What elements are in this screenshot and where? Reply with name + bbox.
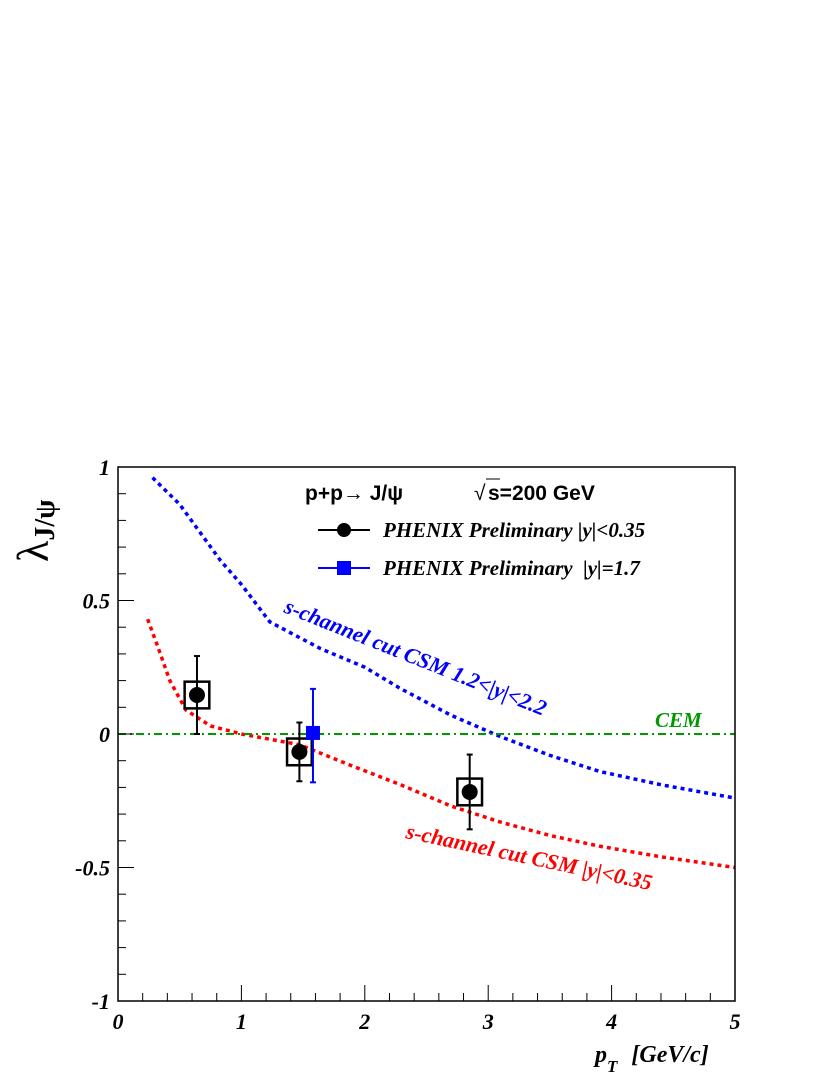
x-tick-label: 1 (236, 1009, 247, 1034)
x-tick-label: 0 (113, 1009, 124, 1034)
data-point (305, 725, 320, 740)
legend-square-marker (337, 561, 351, 575)
curve-label-blue: s-channel cut CSM 1.2<|y|<2.2 (280, 593, 550, 721)
y-tick-label: -0.5 (75, 856, 110, 881)
data-point (291, 743, 308, 760)
y-tick-label: -1 (92, 989, 110, 1014)
y-tick-label: 0.5 (83, 589, 111, 614)
header-process: p+p→ J/ψ (305, 482, 403, 505)
systematic-box (456, 777, 484, 807)
systematic-box (183, 680, 211, 710)
legend-entry-1: PHENIX Preliminary |y|=1.7 (382, 556, 641, 580)
curve-label-red: s-channel cut CSM |y|<0.35 (403, 818, 655, 895)
curve-label-cem: CEM (655, 708, 703, 732)
legend-circle-marker (337, 523, 351, 537)
legend: PHENIX Preliminary |y|<0.35 PHENIX Preli… (318, 518, 645, 580)
x-tick-label: 4 (605, 1009, 617, 1034)
data-point (188, 687, 205, 704)
x-axis-label: pT [GeV/c] (593, 1042, 709, 1075)
y-tick-label: 0 (99, 722, 110, 747)
legend-entry-0: PHENIX Preliminary |y|<0.35 (382, 518, 645, 542)
ticks (117, 466, 736, 1002)
sqrt-icon: √ (474, 482, 486, 505)
x-tick-label: 2 (358, 1009, 370, 1034)
header-energy: s=200 GeV (488, 482, 595, 505)
points (183, 655, 484, 831)
data-point (461, 783, 478, 800)
systematic-box (285, 737, 313, 767)
curves (118, 476, 736, 870)
x-tick-label: 5 (730, 1009, 741, 1034)
y-axis-label: λJ/ψ (9, 500, 61, 562)
x-tick-label: 3 (482, 1009, 494, 1034)
tick-labels: 0 1 2 3 4 5 -1 -0.5 0 0.5 1 (75, 455, 740, 1034)
y-tick-label: 1 (99, 455, 110, 480)
curve-0 (151, 476, 736, 800)
